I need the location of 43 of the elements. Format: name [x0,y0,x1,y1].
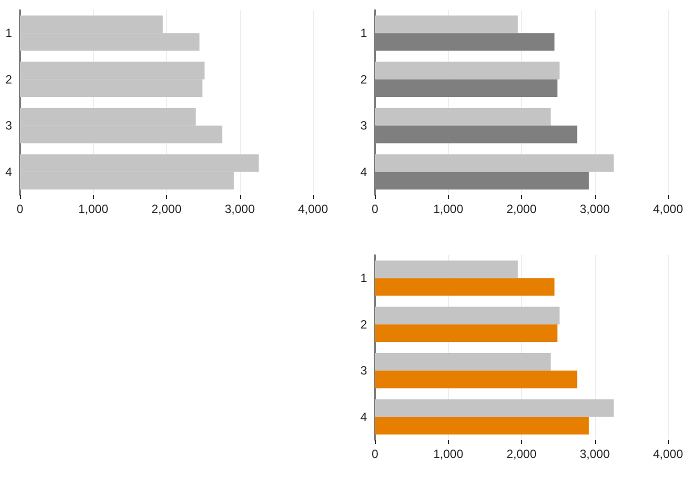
bar [375,278,554,296]
x-tick-label: 3,000 [580,202,610,216]
x-tick-label: 0 [16,202,24,216]
x-tick-label: 2,000 [506,447,537,461]
bar [375,33,554,51]
y-tick-label: 2 [5,72,12,86]
x-tick-label: 0 [372,447,379,461]
bar [375,108,551,126]
x-tick-label: 0 [372,202,379,216]
x-tick-label: 4,000 [652,447,684,461]
bar [375,62,560,80]
x-tick-label: 3,000 [580,447,610,461]
bar [375,399,614,417]
y-tick-label: 1 [360,26,368,40]
x-tick-label: 4,000 [298,202,328,216]
y-tick-label: 2 [360,72,368,86]
bar [375,353,551,371]
x-tick-label: 1,000 [433,447,464,461]
bar [375,126,578,144]
bar [375,260,518,278]
y-tick-label: 1 [5,26,12,40]
x-tick-label: 2,000 [506,202,537,216]
y-tick-label: 3 [360,364,368,378]
y-tick-label: 4 [360,164,368,179]
bar [375,306,560,324]
y-tick-label: 2 [360,317,368,332]
y-tick-label: 1 [360,271,368,286]
bar [375,154,614,172]
y-tick-label: 3 [360,118,368,133]
x-tick-label: 1,000 [433,202,464,216]
bar [375,324,558,342]
bar [375,79,558,97]
y-tick-label: 4 [5,164,12,179]
bar [375,370,578,388]
x-tick-label: 1,000 [78,202,109,216]
y-tick-label: 3 [5,118,12,133]
y-tick-label: 4 [360,410,368,424]
bar [375,172,589,190]
bar [375,416,589,434]
x-tick-label: 2,000 [151,202,182,216]
bar [375,16,518,34]
x-tick-label: 3,000 [224,202,256,216]
x-tick-label: 4,000 [652,202,684,216]
